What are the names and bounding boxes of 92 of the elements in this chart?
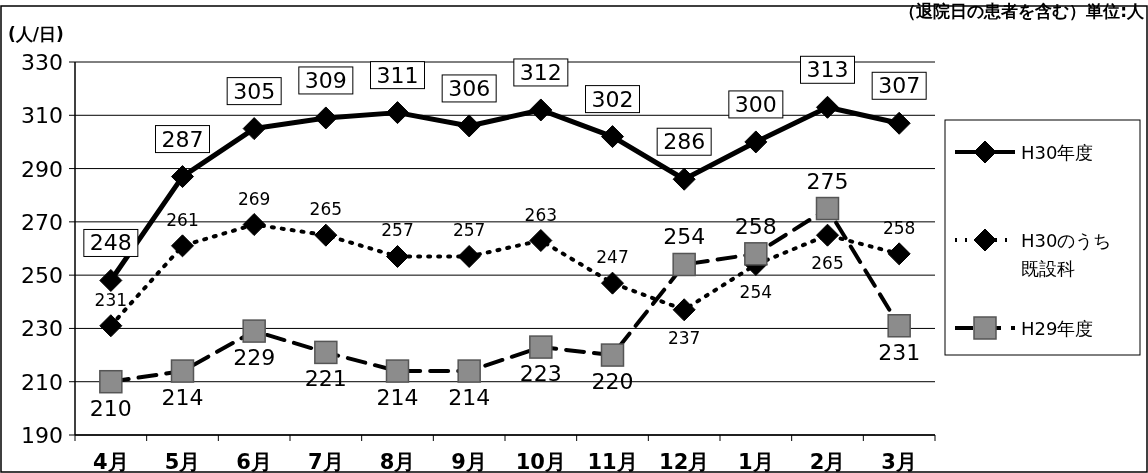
data-label: 214 xyxy=(161,385,204,411)
x-tick-label: 6月 xyxy=(236,450,272,473)
point xyxy=(242,319,266,343)
y-tick-label: 330 xyxy=(21,50,63,75)
data-label: 254 xyxy=(739,282,773,303)
x-tick-label: 5月 xyxy=(164,450,201,473)
point xyxy=(672,298,696,322)
point xyxy=(99,369,123,394)
text: （退院日の患者を含む）単位:人 xyxy=(899,0,1145,21)
point xyxy=(816,223,839,247)
x-tick-label: 7月 xyxy=(308,450,344,473)
data-label: 257 xyxy=(452,220,486,241)
x-tick-label: 10月 xyxy=(515,450,566,473)
data-label: 312 xyxy=(519,59,562,85)
y-tick-label: 290 xyxy=(21,156,63,182)
legend-label: H30年度 xyxy=(1021,142,1094,163)
legend-label: H29年度 xyxy=(1021,318,1094,339)
data-label: 265 xyxy=(309,199,343,220)
y-tick-label: 310 xyxy=(21,103,63,129)
data-label: 214 xyxy=(448,385,491,411)
data-label: 258 xyxy=(882,217,916,238)
point xyxy=(887,242,911,266)
point xyxy=(887,111,911,135)
data-label: 302 xyxy=(591,86,634,112)
point xyxy=(386,101,409,125)
y-axis-title: (人/日) xyxy=(8,24,64,44)
data-label: 231 xyxy=(878,339,921,365)
legend-label: H30のうち既設科 xyxy=(1021,230,1112,279)
point xyxy=(601,271,624,295)
point xyxy=(600,343,625,367)
data-label: 237 xyxy=(667,327,701,348)
data-label: 269 xyxy=(237,188,271,209)
point xyxy=(887,314,911,338)
point xyxy=(170,359,195,383)
data-label: 257 xyxy=(381,220,414,241)
data-label: 248 xyxy=(89,230,132,256)
data-label: 307 xyxy=(878,73,921,99)
data-label: 263 xyxy=(524,204,558,225)
point xyxy=(314,106,338,130)
point xyxy=(672,167,696,191)
y-tick-label: 190 xyxy=(21,423,63,448)
data-label: 214 xyxy=(376,385,419,411)
point xyxy=(171,234,194,258)
x-tick-label: 12月 xyxy=(659,450,710,473)
point xyxy=(386,244,409,268)
point xyxy=(529,335,553,359)
point xyxy=(815,196,840,221)
point xyxy=(314,223,338,247)
point xyxy=(385,359,410,383)
point xyxy=(672,252,696,277)
point xyxy=(457,359,481,383)
x-tick-label: 1月 xyxy=(738,450,774,473)
data-label: 247 xyxy=(596,247,629,268)
point xyxy=(242,117,266,141)
point xyxy=(99,314,123,338)
data-label: 254 xyxy=(663,224,706,250)
data-label: 287 xyxy=(161,126,204,152)
point xyxy=(744,130,768,154)
y-tick-label: 230 xyxy=(21,316,63,342)
x-tick-label: 2月 xyxy=(809,450,846,473)
data-label: 311 xyxy=(376,62,419,88)
point xyxy=(314,340,338,365)
point xyxy=(529,229,553,253)
data-label: 223 xyxy=(519,361,562,387)
data-label: 275 xyxy=(806,168,849,194)
point xyxy=(457,244,481,268)
y-tick-label: 250 xyxy=(21,263,63,289)
x-tick-label: 4月 xyxy=(93,450,129,473)
x-tick-label: 11月 xyxy=(587,450,638,473)
point xyxy=(242,213,266,237)
x-tick-label: 9月 xyxy=(451,450,487,473)
data-label: 286 xyxy=(663,129,706,155)
point xyxy=(99,268,123,292)
point xyxy=(529,98,553,122)
y-tick-label: 270 xyxy=(21,209,63,235)
data-label: 313 xyxy=(806,57,849,83)
y-tick-label: 210 xyxy=(21,369,63,395)
data-label: 231 xyxy=(94,289,128,310)
data-label: 300 xyxy=(734,91,777,117)
point xyxy=(457,114,481,138)
point xyxy=(816,95,839,119)
point xyxy=(744,242,768,266)
data-label: 305 xyxy=(233,78,276,104)
data-label: 265 xyxy=(811,253,844,274)
x-tick-label: 8月 xyxy=(379,450,416,473)
point xyxy=(171,165,194,189)
data-label: 210 xyxy=(89,395,132,421)
data-label: 229 xyxy=(233,345,276,371)
x-tick-label: 3月 xyxy=(881,450,917,473)
point xyxy=(601,125,624,149)
data-label: 309 xyxy=(304,67,347,93)
data-label: 306 xyxy=(448,75,491,101)
